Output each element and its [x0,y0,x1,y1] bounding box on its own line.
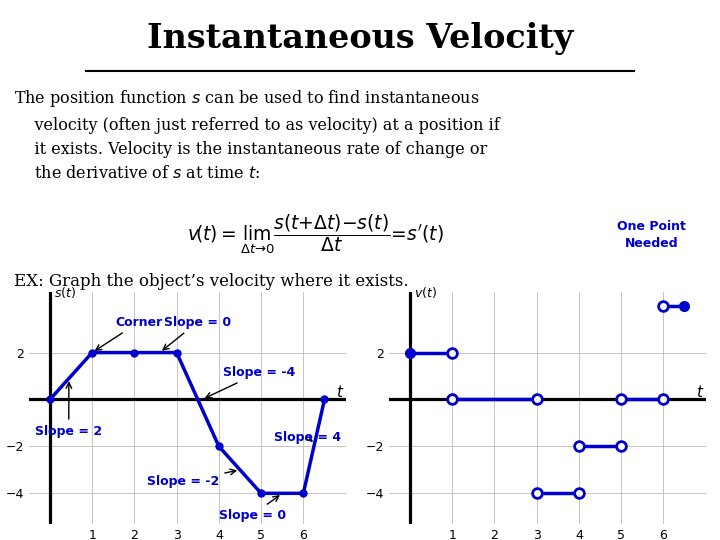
Text: Slope = 0: Slope = 0 [163,315,231,350]
Text: $t$: $t$ [336,384,345,400]
Text: Instantaneous Velocity: Instantaneous Velocity [147,22,573,56]
Text: Slope = -2: Slope = -2 [147,469,235,488]
Text: $t$: $t$ [696,384,705,400]
Text: Slope = 0: Slope = 0 [219,496,286,522]
Text: EX: Graph the object’s velocity where it exists.: EX: Graph the object’s velocity where it… [14,273,409,289]
Text: The position function $s$ can be used to find instantaneous
    velocity (often : The position function $s$ can be used to… [14,89,500,182]
Text: Slope = 4: Slope = 4 [274,430,341,443]
Text: $v(t)$: $v(t)$ [414,286,437,300]
Text: $s(t)$: $s(t)$ [54,286,76,300]
Text: One Point
Needed: One Point Needed [617,220,686,250]
Text: Slope = -4: Slope = -4 [206,366,295,398]
Text: Slope = 2: Slope = 2 [35,383,102,438]
Text: $v\!\left(t\right)= \lim_{\Delta t\to 0}\dfrac{s(t+\Delta t)-s(t)}{\Delta t}= s': $v\!\left(t\right)= \lim_{\Delta t\to 0}… [187,212,444,256]
Text: Corner: Corner [96,315,163,350]
